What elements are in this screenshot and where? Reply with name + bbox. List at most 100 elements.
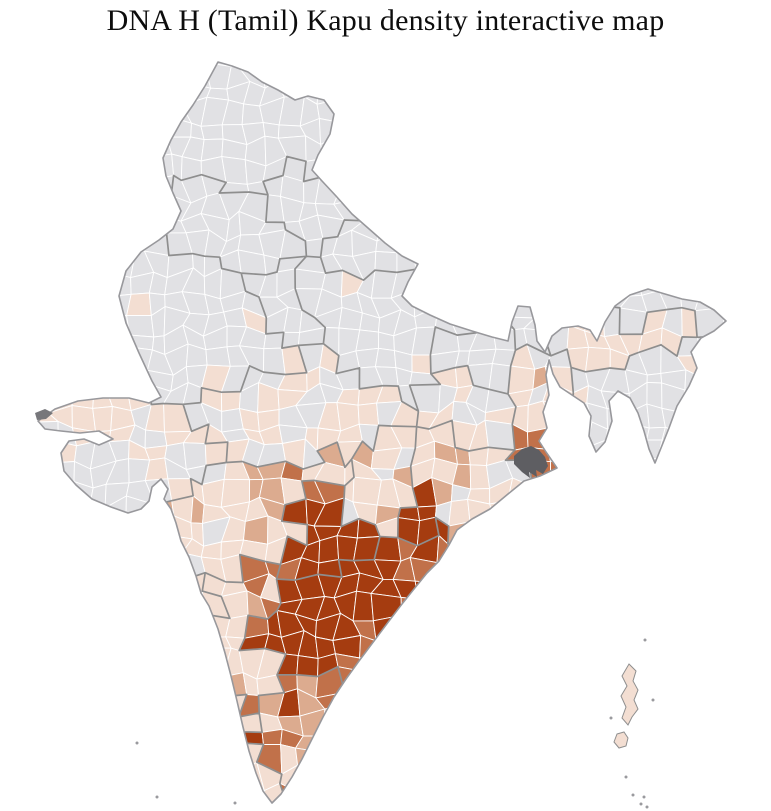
district-cell[interactable] xyxy=(90,806,114,811)
district-cell[interactable] xyxy=(92,666,109,693)
district-cell[interactable] xyxy=(106,789,132,811)
district-cell[interactable] xyxy=(357,402,380,426)
district-cell[interactable] xyxy=(374,655,400,676)
district-cell[interactable] xyxy=(343,59,360,91)
district-cell[interactable] xyxy=(69,63,97,86)
district-cell[interactable] xyxy=(599,463,626,486)
district-cell[interactable] xyxy=(588,193,611,220)
district-cell[interactable] xyxy=(428,750,459,774)
district-cell[interactable] xyxy=(128,727,151,750)
district-cell[interactable] xyxy=(522,249,548,279)
district-cell[interactable] xyxy=(314,802,339,811)
district-cell[interactable] xyxy=(503,250,525,279)
district-cell[interactable] xyxy=(580,274,602,292)
district-cell[interactable] xyxy=(199,675,224,698)
district-cell[interactable] xyxy=(584,214,611,239)
district-cell[interactable] xyxy=(36,459,60,489)
district-cell[interactable] xyxy=(590,520,611,545)
district-cell[interactable] xyxy=(504,668,527,692)
district-cell[interactable] xyxy=(71,583,96,597)
district-cell[interactable] xyxy=(14,400,39,424)
district-cell[interactable] xyxy=(715,363,739,388)
district-cell[interactable] xyxy=(486,674,516,696)
district-cell[interactable] xyxy=(126,648,154,679)
district-cell[interactable] xyxy=(277,43,299,67)
district-cell[interactable] xyxy=(394,45,421,70)
district-cell[interactable] xyxy=(73,371,95,389)
district-cell[interactable] xyxy=(733,445,752,468)
district-cell[interactable] xyxy=(735,312,759,330)
district-cell[interactable] xyxy=(161,790,189,811)
district-cell[interactable] xyxy=(67,96,94,125)
district-cell[interactable] xyxy=(676,250,706,278)
district-cell[interactable] xyxy=(15,499,41,524)
district-cell[interactable] xyxy=(127,630,145,655)
district-cell[interactable] xyxy=(14,574,42,604)
district-cell[interactable] xyxy=(372,771,392,792)
district-cell[interactable] xyxy=(468,154,493,180)
district-cell[interactable] xyxy=(263,800,287,811)
district-cell[interactable] xyxy=(601,173,630,197)
district-cell[interactable] xyxy=(389,771,419,790)
district-cell[interactable] xyxy=(172,685,186,718)
district-cell[interactable] xyxy=(109,555,132,579)
district-cell[interactable] xyxy=(71,384,95,409)
district-cell[interactable] xyxy=(736,326,761,346)
district-cell[interactable] xyxy=(642,198,669,224)
district-cell[interactable] xyxy=(279,782,308,805)
district-cell[interactable] xyxy=(47,594,80,623)
district-cell[interactable] xyxy=(10,287,40,318)
district-cell[interactable] xyxy=(372,746,402,773)
district-cell[interactable] xyxy=(90,657,109,674)
district-cell[interactable] xyxy=(465,647,498,676)
district-cell[interactable] xyxy=(320,750,338,766)
district-cell[interactable] xyxy=(391,97,419,129)
district-cell[interactable] xyxy=(755,326,771,346)
district-cell[interactable] xyxy=(468,214,493,241)
district-cell[interactable] xyxy=(32,502,57,525)
district-cell[interactable] xyxy=(89,555,117,585)
district-cell[interactable] xyxy=(50,613,71,641)
district-cell[interactable] xyxy=(335,705,360,736)
district-cell[interactable] xyxy=(550,458,564,487)
district-cell[interactable] xyxy=(142,630,166,657)
district-cell[interactable] xyxy=(675,459,706,486)
district-cell[interactable] xyxy=(295,790,323,806)
district-cell[interactable] xyxy=(171,666,184,690)
district-cell[interactable] xyxy=(108,210,130,243)
district-cell[interactable] xyxy=(226,742,245,775)
district-cell[interactable] xyxy=(107,62,134,81)
district-cell[interactable] xyxy=(339,122,356,137)
district-cell[interactable] xyxy=(130,535,155,562)
district-cell[interactable] xyxy=(85,343,117,373)
district-cell[interactable] xyxy=(544,501,564,524)
district-cell[interactable] xyxy=(68,173,97,201)
district-cell[interactable] xyxy=(125,761,155,794)
district-cell[interactable] xyxy=(446,123,477,148)
district-cell[interactable] xyxy=(48,256,77,279)
district-cell[interactable] xyxy=(202,705,230,731)
district-cell[interactable] xyxy=(30,99,60,127)
district-cell[interactable] xyxy=(455,593,475,618)
district-cell[interactable] xyxy=(85,366,117,391)
district-cell[interactable] xyxy=(580,248,602,279)
district-cell[interactable] xyxy=(11,217,42,240)
district-cell[interactable] xyxy=(409,713,439,734)
district-cell[interactable] xyxy=(416,172,438,204)
district-cell[interactable] xyxy=(717,533,735,563)
district-cell[interactable] xyxy=(715,212,744,241)
district-cell[interactable] xyxy=(522,590,547,621)
district-cell[interactable] xyxy=(507,174,527,195)
district-cell[interactable] xyxy=(754,182,771,203)
district-cell[interactable] xyxy=(390,731,418,751)
district-cell[interactable] xyxy=(52,648,78,678)
district-cell[interactable] xyxy=(448,79,475,108)
district-cell[interactable] xyxy=(391,126,419,145)
district-cell[interactable] xyxy=(522,647,549,678)
district-cell[interactable] xyxy=(30,368,52,395)
district-cell[interactable] xyxy=(753,251,771,270)
district-cell[interactable] xyxy=(145,666,174,692)
district-cell[interactable] xyxy=(618,154,642,183)
district-cell[interactable] xyxy=(504,552,535,585)
district-cell[interactable] xyxy=(655,250,680,278)
